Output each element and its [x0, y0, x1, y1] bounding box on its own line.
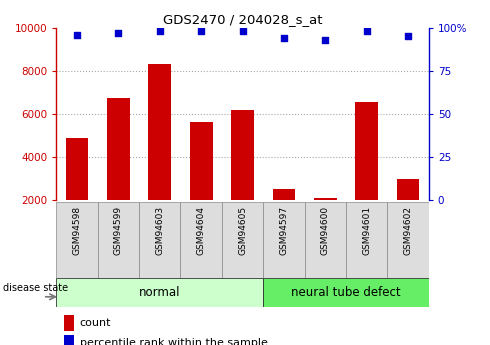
Point: [156, 28, 164, 34]
Bar: [263, 202, 305, 278]
Point: [363, 28, 370, 34]
Bar: [263, 278, 429, 307]
Text: percentile rank within the sample: percentile rank within the sample: [80, 338, 268, 345]
Text: GSM94602: GSM94602: [404, 206, 413, 255]
Bar: [231, 110, 254, 243]
Text: disease state: disease state: [3, 283, 68, 293]
Point: [115, 30, 122, 36]
Text: GSM94603: GSM94603: [155, 206, 164, 255]
Text: GSM94601: GSM94601: [362, 206, 371, 255]
Text: GSM94604: GSM94604: [196, 206, 206, 255]
Bar: [272, 189, 295, 243]
Bar: [107, 98, 130, 243]
Point: [197, 28, 205, 34]
Bar: [388, 202, 429, 278]
Bar: [346, 202, 388, 278]
Text: GSM94599: GSM94599: [114, 206, 123, 255]
Text: GSM94597: GSM94597: [279, 206, 289, 255]
Bar: [305, 202, 346, 278]
Bar: [56, 202, 98, 278]
Bar: [56, 278, 263, 307]
Bar: [222, 202, 263, 278]
Bar: [64, 335, 74, 345]
Text: count: count: [80, 318, 111, 328]
Bar: [139, 202, 180, 278]
Bar: [397, 179, 419, 243]
Text: neural tube defect: neural tube defect: [291, 286, 401, 299]
Bar: [64, 315, 74, 331]
Bar: [190, 122, 213, 243]
Bar: [66, 138, 88, 243]
Bar: [314, 198, 337, 243]
Bar: [98, 202, 139, 278]
Text: GSM94598: GSM94598: [73, 206, 81, 255]
Point: [321, 37, 329, 42]
Bar: [180, 202, 222, 278]
Bar: [148, 64, 171, 243]
Text: GSM94600: GSM94600: [321, 206, 330, 255]
Text: normal: normal: [139, 286, 180, 299]
Point: [73, 32, 81, 37]
Point: [280, 35, 288, 41]
Point: [239, 28, 246, 34]
Text: GSM94605: GSM94605: [238, 206, 247, 255]
Title: GDS2470 / 204028_s_at: GDS2470 / 204028_s_at: [163, 13, 322, 27]
Point: [404, 33, 412, 39]
Bar: [355, 102, 378, 243]
